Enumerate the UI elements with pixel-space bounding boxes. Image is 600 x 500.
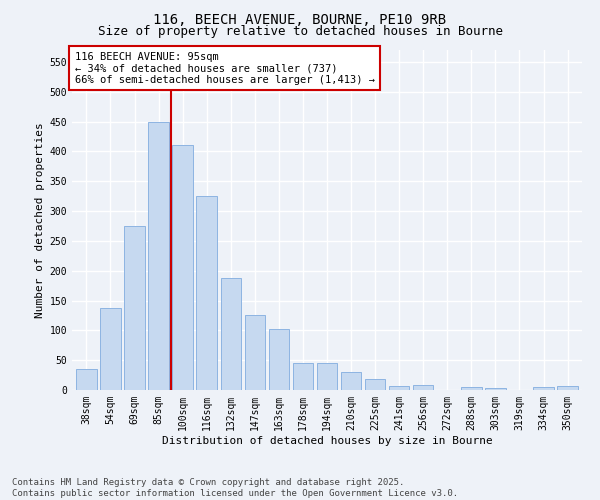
X-axis label: Distribution of detached houses by size in Bourne: Distribution of detached houses by size … [161,436,493,446]
Bar [461,387,482,390]
Bar [245,316,265,390]
Bar [293,363,313,390]
Bar [365,380,385,390]
Bar [317,363,337,390]
Bar [557,386,578,390]
Bar [196,196,217,390]
Bar [221,278,241,390]
Text: 116, BEECH AVENUE, BOURNE, PE10 9RB: 116, BEECH AVENUE, BOURNE, PE10 9RB [154,12,446,26]
Y-axis label: Number of detached properties: Number of detached properties [35,122,46,318]
Bar [389,386,409,390]
Bar [148,122,169,390]
Text: Contains HM Land Registry data © Crown copyright and database right 2025.
Contai: Contains HM Land Registry data © Crown c… [12,478,458,498]
Bar [172,146,193,390]
Bar [413,385,433,390]
Bar [485,388,506,390]
Text: 116 BEECH AVENUE: 95sqm
← 34% of detached houses are smaller (737)
66% of semi-d: 116 BEECH AVENUE: 95sqm ← 34% of detache… [74,52,374,85]
Bar [124,226,145,390]
Text: Size of property relative to detached houses in Bourne: Size of property relative to detached ho… [97,25,503,38]
Bar [269,329,289,390]
Bar [341,372,361,390]
Bar [533,387,554,390]
Bar [100,308,121,390]
Bar [76,369,97,390]
